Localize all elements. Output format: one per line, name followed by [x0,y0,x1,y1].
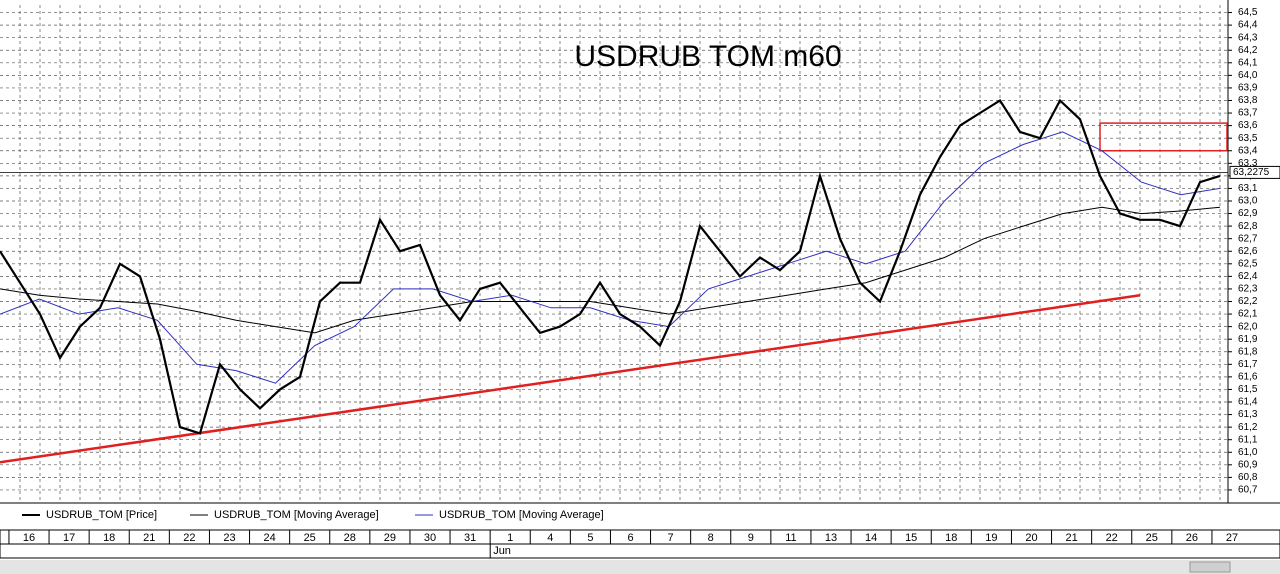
y-tick-label: 63,7 [1238,108,1258,119]
x-tick-label: 14 [865,532,877,544]
x-tick-label: 11 [785,532,796,544]
y-tick-label: 62,6 [1238,246,1258,257]
y-tick-label: 63,5 [1238,133,1258,144]
scrollbar [0,560,1280,574]
y-tick-label: 61,5 [1238,384,1258,395]
legend-label: USDRUB_TOM [Moving Average] [214,509,379,521]
x-tick-label: 31 [464,532,476,544]
y-tick-label: 64,5 [1238,7,1258,18]
y-tick-label: 62,4 [1238,271,1258,282]
trend-line [0,293,1141,464]
x-tick-label: 21 [1065,532,1077,544]
month-label: Jun [493,545,511,557]
y-tick-label: 60,7 [1238,485,1258,496]
x-tick-label: 17 [63,532,75,544]
last-price-label: 63,2275 [1233,167,1270,178]
series-line [0,98,1221,435]
y-tick-label: 62,8 [1238,221,1258,232]
y-tick-label: 61,1 [1238,434,1258,445]
x-tick-label: 29 [384,532,396,544]
y-tick-label: 62,9 [1238,208,1258,219]
y-tick-label: 63,9 [1238,83,1258,94]
chart-title: USDRUB TOM m60 [574,40,841,73]
x-tick-label: 13 [825,532,837,544]
y-tick-label: 61,4 [1238,397,1258,408]
y-tick-label: 61,3 [1238,409,1258,420]
x-tick-label: 9 [748,532,754,544]
x-tick-label: 4 [547,532,553,544]
scroll-thumb[interactable] [1189,561,1231,573]
resistance-box [1099,122,1228,152]
y-tick-label: 62,3 [1238,284,1258,295]
y-tick-label: 61,6 [1238,372,1258,383]
last-price-box [1229,165,1280,179]
y-tick-label: 63,4 [1238,145,1258,156]
y-tick-label: 62,7 [1238,233,1258,244]
y-tick-label: 60,9 [1238,459,1258,470]
y-tick-label: 64,1 [1238,57,1258,68]
x-tick-label: 28 [344,532,356,544]
x-tick-label: 26 [1186,532,1198,544]
x-tick-label: 21 [143,532,155,544]
y-tick-label: 62,2 [1238,296,1258,307]
x-tick-label: 8 [708,532,714,544]
y-tick-label: 62,1 [1238,309,1258,320]
x-tick-label: 25 [1146,532,1158,544]
y-tick-label: 61,7 [1238,359,1258,370]
y-tick-label: 64,3 [1238,32,1258,43]
y-tick-label: 64,0 [1238,70,1258,81]
x-tick-label: 30 [424,532,436,544]
x-tick-label: 24 [263,532,275,544]
y-tick-label: 63,0 [1238,196,1258,207]
y-tick-label: 64,2 [1238,45,1258,56]
y-tick-label: 63,8 [1238,95,1258,106]
x-tick-label: 15 [905,532,917,544]
y-tick-label: 63,3 [1238,158,1258,169]
x-tick-label: 22 [183,532,195,544]
x-tick-label: 16 [23,532,35,544]
legend-label: USDRUB_TOM [Moving Average] [439,509,604,521]
series-line [0,206,1221,334]
x-tick-label: 25 [304,532,316,544]
x-tick-label: 22 [1106,532,1118,544]
x-tick-label: 19 [985,532,997,544]
x-tick-label: 27 [1226,532,1238,544]
y-tick-label: 63,6 [1238,120,1258,131]
y-tick-label: 61,8 [1238,346,1258,357]
y-tick-label: 60,8 [1238,472,1258,483]
legend-label: USDRUB_TOM [Price] [46,509,157,521]
y-tick-label: 63,1 [1238,183,1258,194]
x-tick-label: 6 [627,532,633,544]
x-tick-label: 5 [587,532,593,544]
grid [0,5,1228,503]
x-tick-label: 7 [668,532,674,544]
series-line [0,131,1221,384]
y-tick-label: 61,2 [1238,422,1258,433]
x-tick-label: 18 [103,532,115,544]
y-tick-label: 61,0 [1238,447,1258,458]
y-tick-label: 61,9 [1238,334,1258,345]
x-tick-label: 1 [507,532,513,544]
x-tick-label: 20 [1025,532,1037,544]
x-tick-label: 23 [223,532,235,544]
y-tick-label: 64,4 [1238,20,1258,31]
x-tick-label: 18 [945,532,957,544]
y-tick-label: 62,0 [1238,321,1258,332]
y-tick-label: 62,5 [1238,258,1258,269]
